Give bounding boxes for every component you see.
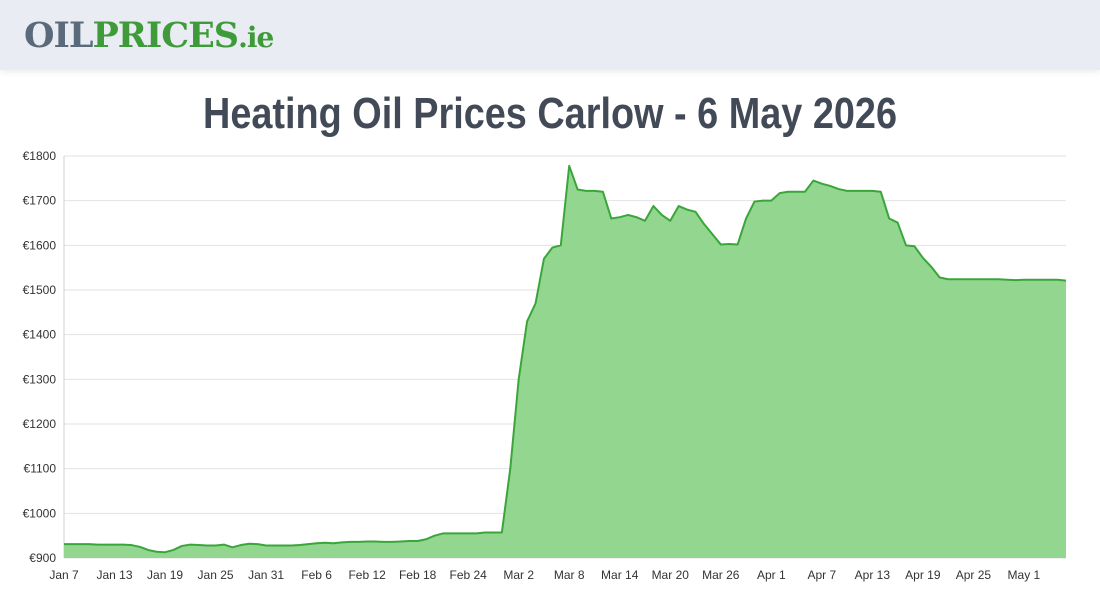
- area-fill: [64, 165, 1066, 558]
- x-tick-label: Apr 7: [807, 568, 836, 582]
- x-tick-label: Mar 8: [554, 568, 585, 582]
- price-area-series: [64, 164, 1067, 558]
- x-tick-label: Apr 13: [855, 568, 891, 582]
- x-tick-label: Jan 13: [97, 568, 133, 582]
- y-axis-labels: €900 €1000 €1100 €1200 €1300 €1400 €1500 €1600 €…: [23, 149, 57, 565]
- x-tick-label: Apr 1: [757, 568, 786, 582]
- x-tick-label: Jan 31: [248, 568, 284, 582]
- x-tick-label: Apr 19: [905, 568, 941, 582]
- x-tick-label: Apr 25: [956, 568, 992, 582]
- x-tick-label: Mar 20: [652, 568, 690, 582]
- x-tick-label: Feb 6: [301, 568, 332, 582]
- x-tick-label: Mar 26: [702, 568, 740, 582]
- price-line: [64, 164, 1067, 554]
- y-tick-label: €1800: [23, 149, 57, 163]
- header-bar: OILPRICES.ie: [0, 0, 1100, 70]
- x-tick-label: Mar 2: [503, 568, 534, 582]
- y-tick-label: €1500: [23, 283, 57, 297]
- page-title: Heating Oil Prices Carlow - 6 May 2026: [202, 89, 898, 138]
- x-tick-label: Jan 19: [147, 568, 183, 582]
- y-tick-label: €1400: [23, 328, 57, 342]
- site-logo[interactable]: OILPRICES.ie: [24, 15, 274, 56]
- x-tick-label: Jan 25: [198, 568, 234, 582]
- y-tick-label: €1300: [23, 372, 57, 386]
- x-tick-label: Feb 12: [348, 568, 386, 582]
- y-tick-label: €1100: [24, 462, 57, 476]
- x-tick-label: Jan 7: [49, 568, 79, 582]
- y-tick-label: €900: [29, 551, 56, 565]
- y-tick-label: €1000: [23, 506, 57, 520]
- x-tick-label: May 1: [1008, 568, 1041, 582]
- x-tick-label: Mar 14: [601, 568, 639, 582]
- y-tick-label: €1600: [23, 238, 57, 252]
- y-tick-label: €1700: [23, 194, 57, 208]
- x-tick-label: Feb 18: [399, 568, 437, 582]
- x-axis-labels: Jan 7 Jan 13 Jan 19 Jan 25 Jan 31 Feb 6 Feb 12…: [49, 568, 1040, 582]
- x-tick-label: Feb 24: [449, 568, 487, 582]
- y-tick-label: €1200: [23, 417, 57, 431]
